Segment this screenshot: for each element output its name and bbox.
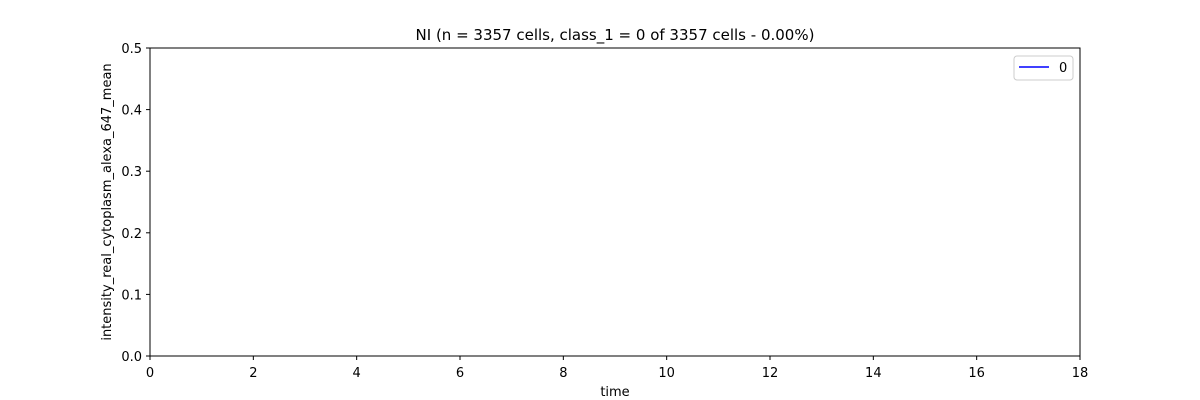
plot-frame	[149, 47, 1081, 357]
legend-series-label: 0	[1059, 61, 1067, 76]
x-tick-label: 0	[146, 366, 154, 381]
legend: 0	[1013, 55, 1074, 81]
x-tick-label: 6	[456, 366, 464, 381]
x-tick-label: 18	[1072, 366, 1089, 381]
x-axis-ticks: 0 2 4 6 8 10 12 14 16 18	[146, 356, 1088, 381]
x-tick-label: 12	[762, 366, 779, 381]
x-tick-label: 8	[559, 366, 567, 381]
x-tick-label: 10	[658, 366, 675, 381]
y-tick-label: 0.3	[121, 165, 142, 180]
x-tick-label: 16	[968, 366, 985, 381]
x-tick-label: 14	[865, 366, 882, 381]
x-axis-label: time	[600, 385, 629, 400]
x-tick-label: 2	[249, 366, 257, 381]
x-tick-label: 4	[353, 366, 361, 381]
y-tick-label: 0.2	[121, 227, 142, 242]
y-axis-ticks: 0.0 0.1 0.2 0.3 0.4 0.5	[121, 42, 150, 365]
y-axis-label: intensity_real_cytoplasm_alexa_647_mean	[100, 63, 115, 340]
plot-area	[149, 47, 1081, 357]
y-tick-label: 0.4	[121, 104, 142, 119]
y-tick-label: 0.0	[121, 350, 142, 365]
y-tick-label: 0.5	[121, 42, 142, 57]
legend-box	[1013, 55, 1074, 81]
chart-title: NI (n = 3357 cells, class_1 = 0 of 3357 …	[416, 26, 815, 45]
y-tick-label: 0.1	[121, 288, 142, 303]
